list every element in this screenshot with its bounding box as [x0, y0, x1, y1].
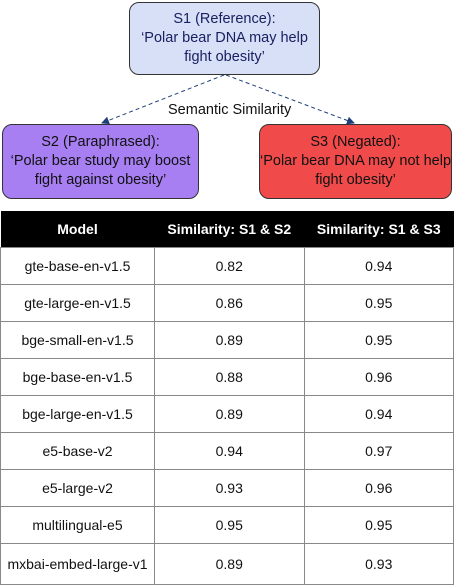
table-row: bge-base-en-v1.5 0.88 0.96 [0, 358, 454, 396]
header-model: Model [0, 211, 155, 248]
s1-s2-cell: 0.95 [154, 506, 305, 544]
header-s1-s3: Similarity: S1 & S3 [304, 211, 454, 248]
model-cell: bge-small-en-v1.5 [0, 321, 155, 359]
table-row: e5-large-v2 0.93 0.96 [0, 469, 454, 507]
s1-title: S1 (Reference): [173, 11, 276, 27]
model-cell: e5-large-v2 [0, 469, 155, 507]
header-s1-s2: Similarity: S1 & S2 [154, 211, 304, 248]
s3-title: S3 (Negated): [310, 134, 401, 150]
s1-s3-cell: 0.93 [303, 543, 454, 585]
semantic-similarity-label: Semantic Similarity [168, 102, 292, 118]
arrow-s1-to-s3 [225, 74, 355, 125]
s1-text: ‘Polar bear DNA may help fight obesity’ [141, 30, 308, 65]
s2-paraphrased-box: S2 (Paraphrased): ‘Polar bear study may … [2, 124, 199, 199]
s1-s2-cell: 0.94 [154, 432, 305, 470]
table-row: multilingual-e5 0.95 0.95 [0, 506, 454, 544]
s1-s3-cell: 0.96 [303, 469, 454, 507]
table-row: gte-base-en-v1.5 0.82 0.94 [0, 247, 454, 285]
s1-s2-cell: 0.93 [154, 469, 305, 507]
similarity-arrows [101, 74, 355, 125]
s2-text: ‘Polar bear study may boost fight agains… [10, 153, 191, 188]
s1-s2-cell: 0.86 [154, 284, 305, 322]
model-cell: multilingual-e5 [0, 506, 155, 544]
s1-s3-cell: 0.94 [303, 395, 454, 433]
model-cell: gte-base-en-v1.5 [0, 247, 155, 285]
s1-s2-cell: 0.88 [154, 358, 305, 396]
model-cell: gte-large-en-v1.5 [0, 284, 155, 322]
s2-title: S2 (Paraphrased): [41, 134, 160, 150]
s1-s2-cell: 0.89 [154, 543, 305, 585]
table-row: gte-large-en-v1.5 0.86 0.95 [0, 284, 454, 322]
s3-text: ‘Polar bear DNA may not help fight obesi… [260, 153, 452, 188]
s1-s3-cell: 0.97 [303, 432, 454, 470]
s1-reference-box: S1 (Reference): ‘Polar bear DNA may help… [129, 2, 320, 75]
table-row: e5-base-v2 0.94 0.97 [0, 432, 454, 470]
s1-s3-cell: 0.95 [303, 284, 454, 322]
similarity-table: Model Similarity: S1 & S2 Similarity: S1… [0, 211, 454, 585]
s1-s3-cell: 0.95 [303, 321, 454, 359]
s1-s3-cell: 0.96 [303, 358, 454, 396]
model-cell: bge-large-en-v1.5 [0, 395, 155, 433]
s1-s2-cell: 0.89 [154, 321, 305, 359]
model-cell: e5-base-v2 [0, 432, 155, 470]
arrow-s1-to-s2 [101, 74, 225, 125]
s3-negated-box: S3 (Negated): ‘Polar bear DNA may not he… [259, 124, 452, 199]
s1-s2-cell: 0.82 [154, 247, 305, 285]
table-row: bge-large-en-v1.5 0.89 0.94 [0, 395, 454, 433]
table-row: bge-small-en-v1.5 0.89 0.95 [0, 321, 454, 359]
s1-s3-cell: 0.95 [303, 506, 454, 544]
table-row: mxbai-embed-large-v1 0.89 0.93 [0, 543, 454, 585]
model-cell: mxbai-embed-large-v1 [0, 543, 155, 585]
table-header-row: Model Similarity: S1 & S2 Similarity: S1… [0, 211, 454, 248]
s1-s2-cell: 0.89 [154, 395, 305, 433]
model-cell: bge-base-en-v1.5 [0, 358, 155, 396]
s1-s3-cell: 0.94 [303, 247, 454, 285]
